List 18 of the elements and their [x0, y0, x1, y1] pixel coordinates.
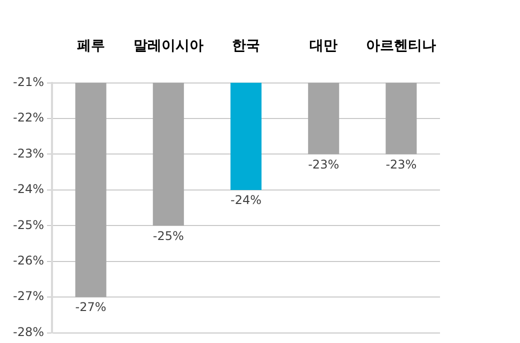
y-tick-label: -22% [12, 110, 44, 125]
y-tick-label: -23% [12, 146, 44, 160]
y-tick-label: -24% [12, 182, 44, 196]
data-label: -23% [386, 157, 417, 172]
y-tick-label: -25% [12, 218, 44, 232]
y-tick-label: -26% [12, 253, 44, 268]
data-label: -27% [75, 300, 106, 314]
x-tick-label: 페루 [76, 38, 105, 54]
x-tick-label: 말레이시아 [133, 38, 204, 54]
x-tick-label: 한국 [232, 38, 260, 54]
x-tick-label: 대만 [310, 38, 338, 54]
data-label: -23% [308, 157, 340, 172]
y-tick-label: -27% [12, 289, 44, 304]
x-tick-label: 아르헨티나 [366, 38, 436, 54]
y-tick-label: -28% [12, 324, 44, 339]
y-tick-label: -21% [12, 74, 44, 89]
data-label: -24% [230, 193, 262, 208]
data-label: -25% [152, 228, 184, 243]
